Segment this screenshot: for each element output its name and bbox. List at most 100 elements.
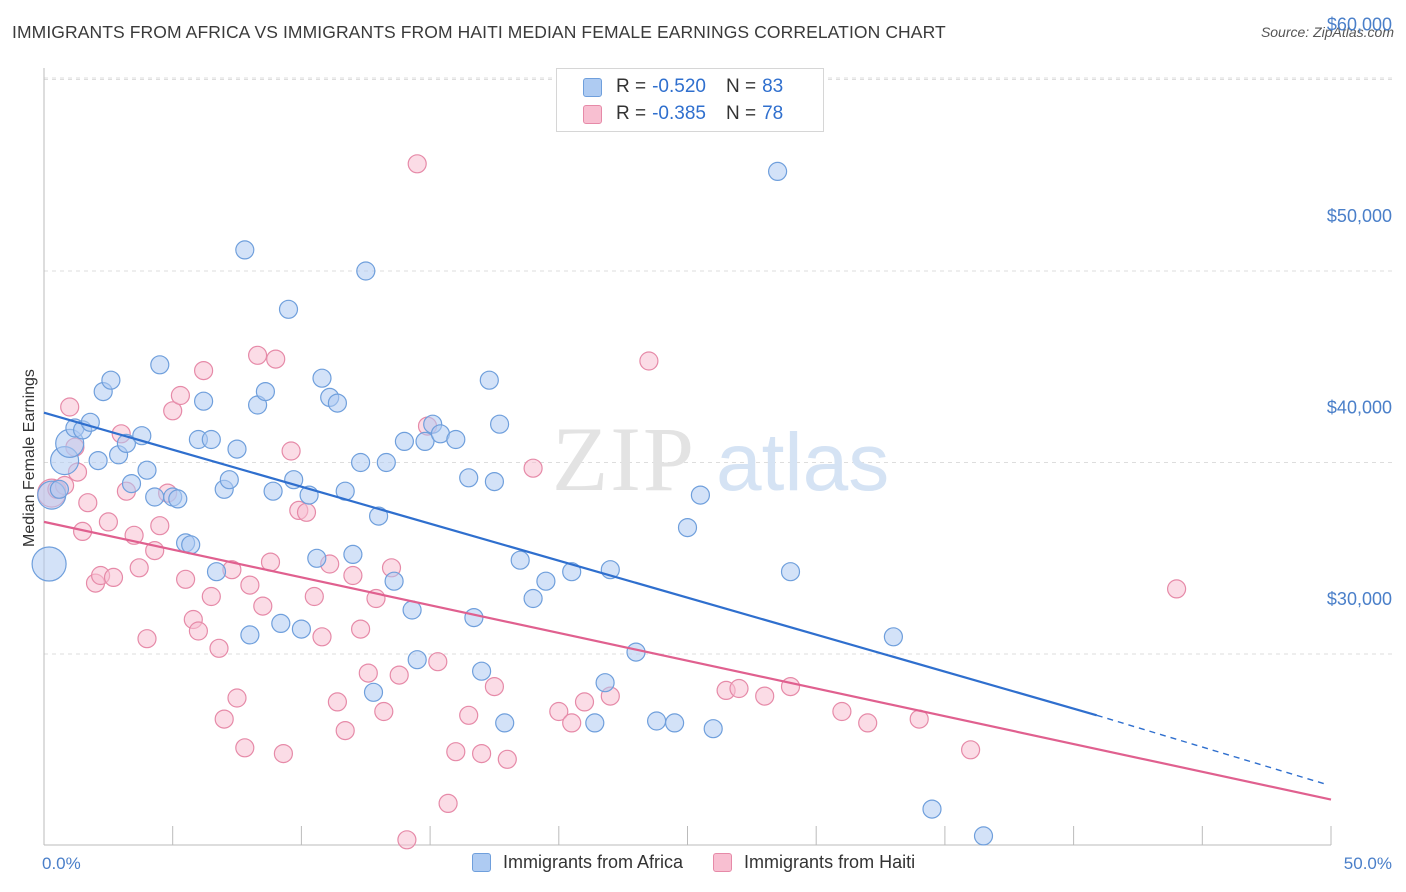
trend-lines xyxy=(43,411,1332,801)
haiti-point xyxy=(858,713,878,733)
haiti-point xyxy=(562,713,582,733)
haiti-point xyxy=(397,830,417,850)
africa-point xyxy=(291,619,311,639)
haiti-point xyxy=(832,701,852,722)
haiti-point xyxy=(137,629,157,649)
africa-point xyxy=(626,642,646,662)
africa-point xyxy=(464,607,484,628)
africa-point xyxy=(415,431,435,451)
haiti-point xyxy=(150,516,170,536)
haiti-point xyxy=(428,652,448,672)
africa-r-label: R = xyxy=(616,76,647,97)
haiti-point xyxy=(459,705,479,725)
haiti-point xyxy=(549,701,569,722)
africa-point xyxy=(376,452,396,473)
watermark-atlas: atlas xyxy=(716,417,889,508)
haiti-r-value: -0.385 xyxy=(652,103,706,124)
africa-point xyxy=(922,799,942,819)
y-axis-title: Median Female Earnings xyxy=(21,369,38,547)
africa-point xyxy=(312,368,332,388)
axes xyxy=(43,68,1332,846)
haiti-point xyxy=(163,401,183,421)
haiti-point xyxy=(358,663,378,683)
africa-point xyxy=(255,382,275,402)
legend-item-haiti: Immigrants from Haiti xyxy=(713,852,915,873)
africa-point xyxy=(240,625,260,645)
axis-labels: $30,000 $40,000 $50,000 $60,000 0.0% 50.0% Med… xyxy=(21,15,1392,874)
haiti-point xyxy=(201,586,221,607)
africa-point xyxy=(595,673,615,693)
haiti-point xyxy=(296,502,317,522)
haiti-point xyxy=(214,709,234,729)
haiti-point xyxy=(755,686,775,706)
africa-point xyxy=(490,414,510,434)
haiti-point xyxy=(266,349,286,369)
chart-title: IMMIGRANTS FROM AFRICA VS IMMIGRANTS FRO… xyxy=(12,22,946,42)
africa-point xyxy=(235,240,255,260)
africa-point xyxy=(459,468,479,488)
africa-point xyxy=(49,479,70,499)
africa-n-label: N = xyxy=(725,76,757,97)
africa-n-value: 83 xyxy=(762,76,784,97)
africa-point xyxy=(137,460,157,480)
haiti-r-label: R = xyxy=(616,103,647,124)
y-tick-label: $40,000 xyxy=(1327,398,1392,418)
gridlines xyxy=(44,77,1392,655)
africa-point xyxy=(206,562,227,582)
africa-point xyxy=(351,452,371,473)
haiti-point xyxy=(248,345,268,365)
africa-point xyxy=(495,713,515,733)
africa-point xyxy=(523,588,543,609)
x-tick-label: 0.0% xyxy=(42,854,81,873)
series-legend: Immigrants from Africa Immigrants from H… xyxy=(472,852,945,873)
africa-point xyxy=(479,370,499,390)
africa-point xyxy=(562,562,582,582)
africa-point xyxy=(446,429,466,450)
haiti-point xyxy=(960,740,981,760)
africa-legend-swatch xyxy=(472,853,491,872)
africa-point xyxy=(585,713,605,733)
africa-point xyxy=(407,650,427,670)
y-tick-label: $50,000 xyxy=(1327,206,1392,226)
africa-point xyxy=(307,548,327,568)
africa-point xyxy=(767,161,788,181)
source-label: Source: ZipAtlas.com xyxy=(1260,24,1394,40)
haiti-point xyxy=(729,678,749,699)
haiti-point xyxy=(780,676,801,697)
africa-point xyxy=(510,550,530,570)
haiti-n-value: 78 xyxy=(762,103,784,124)
haiti-point xyxy=(188,621,208,641)
africa-point xyxy=(703,719,723,739)
africa-point xyxy=(780,562,801,582)
africa-point xyxy=(150,355,170,375)
africa-point xyxy=(973,826,994,846)
africa-point xyxy=(271,613,291,634)
haiti-point xyxy=(1166,579,1187,599)
haiti-legend-swatch xyxy=(713,853,733,872)
haiti-point xyxy=(235,738,255,758)
haiti-point xyxy=(281,441,301,461)
africa-point xyxy=(384,571,404,591)
africa-legend-label: Immigrants from Africa xyxy=(503,852,684,872)
haiti-point xyxy=(438,793,458,814)
africa-point xyxy=(263,481,283,501)
africa-point xyxy=(145,487,165,507)
y-tick-label: $60,000 xyxy=(1327,15,1392,35)
africa-point xyxy=(116,433,137,453)
haiti-point xyxy=(484,676,504,697)
africa-point xyxy=(883,627,904,647)
haiti-point xyxy=(240,575,260,595)
haiti-point xyxy=(351,619,371,639)
africa-point xyxy=(677,517,698,538)
africa-point xyxy=(536,571,556,591)
africa-point xyxy=(201,429,221,450)
haiti-point xyxy=(253,596,273,616)
haiti-legend-label: Immigrants from Haiti xyxy=(744,852,916,872)
x-tick-label: 50.0% xyxy=(1344,854,1392,873)
haiti-point xyxy=(389,665,409,685)
haiti-point xyxy=(574,692,595,712)
haiti-point xyxy=(60,397,80,417)
africa-point xyxy=(219,470,239,490)
haiti-trend-line xyxy=(43,520,1332,801)
